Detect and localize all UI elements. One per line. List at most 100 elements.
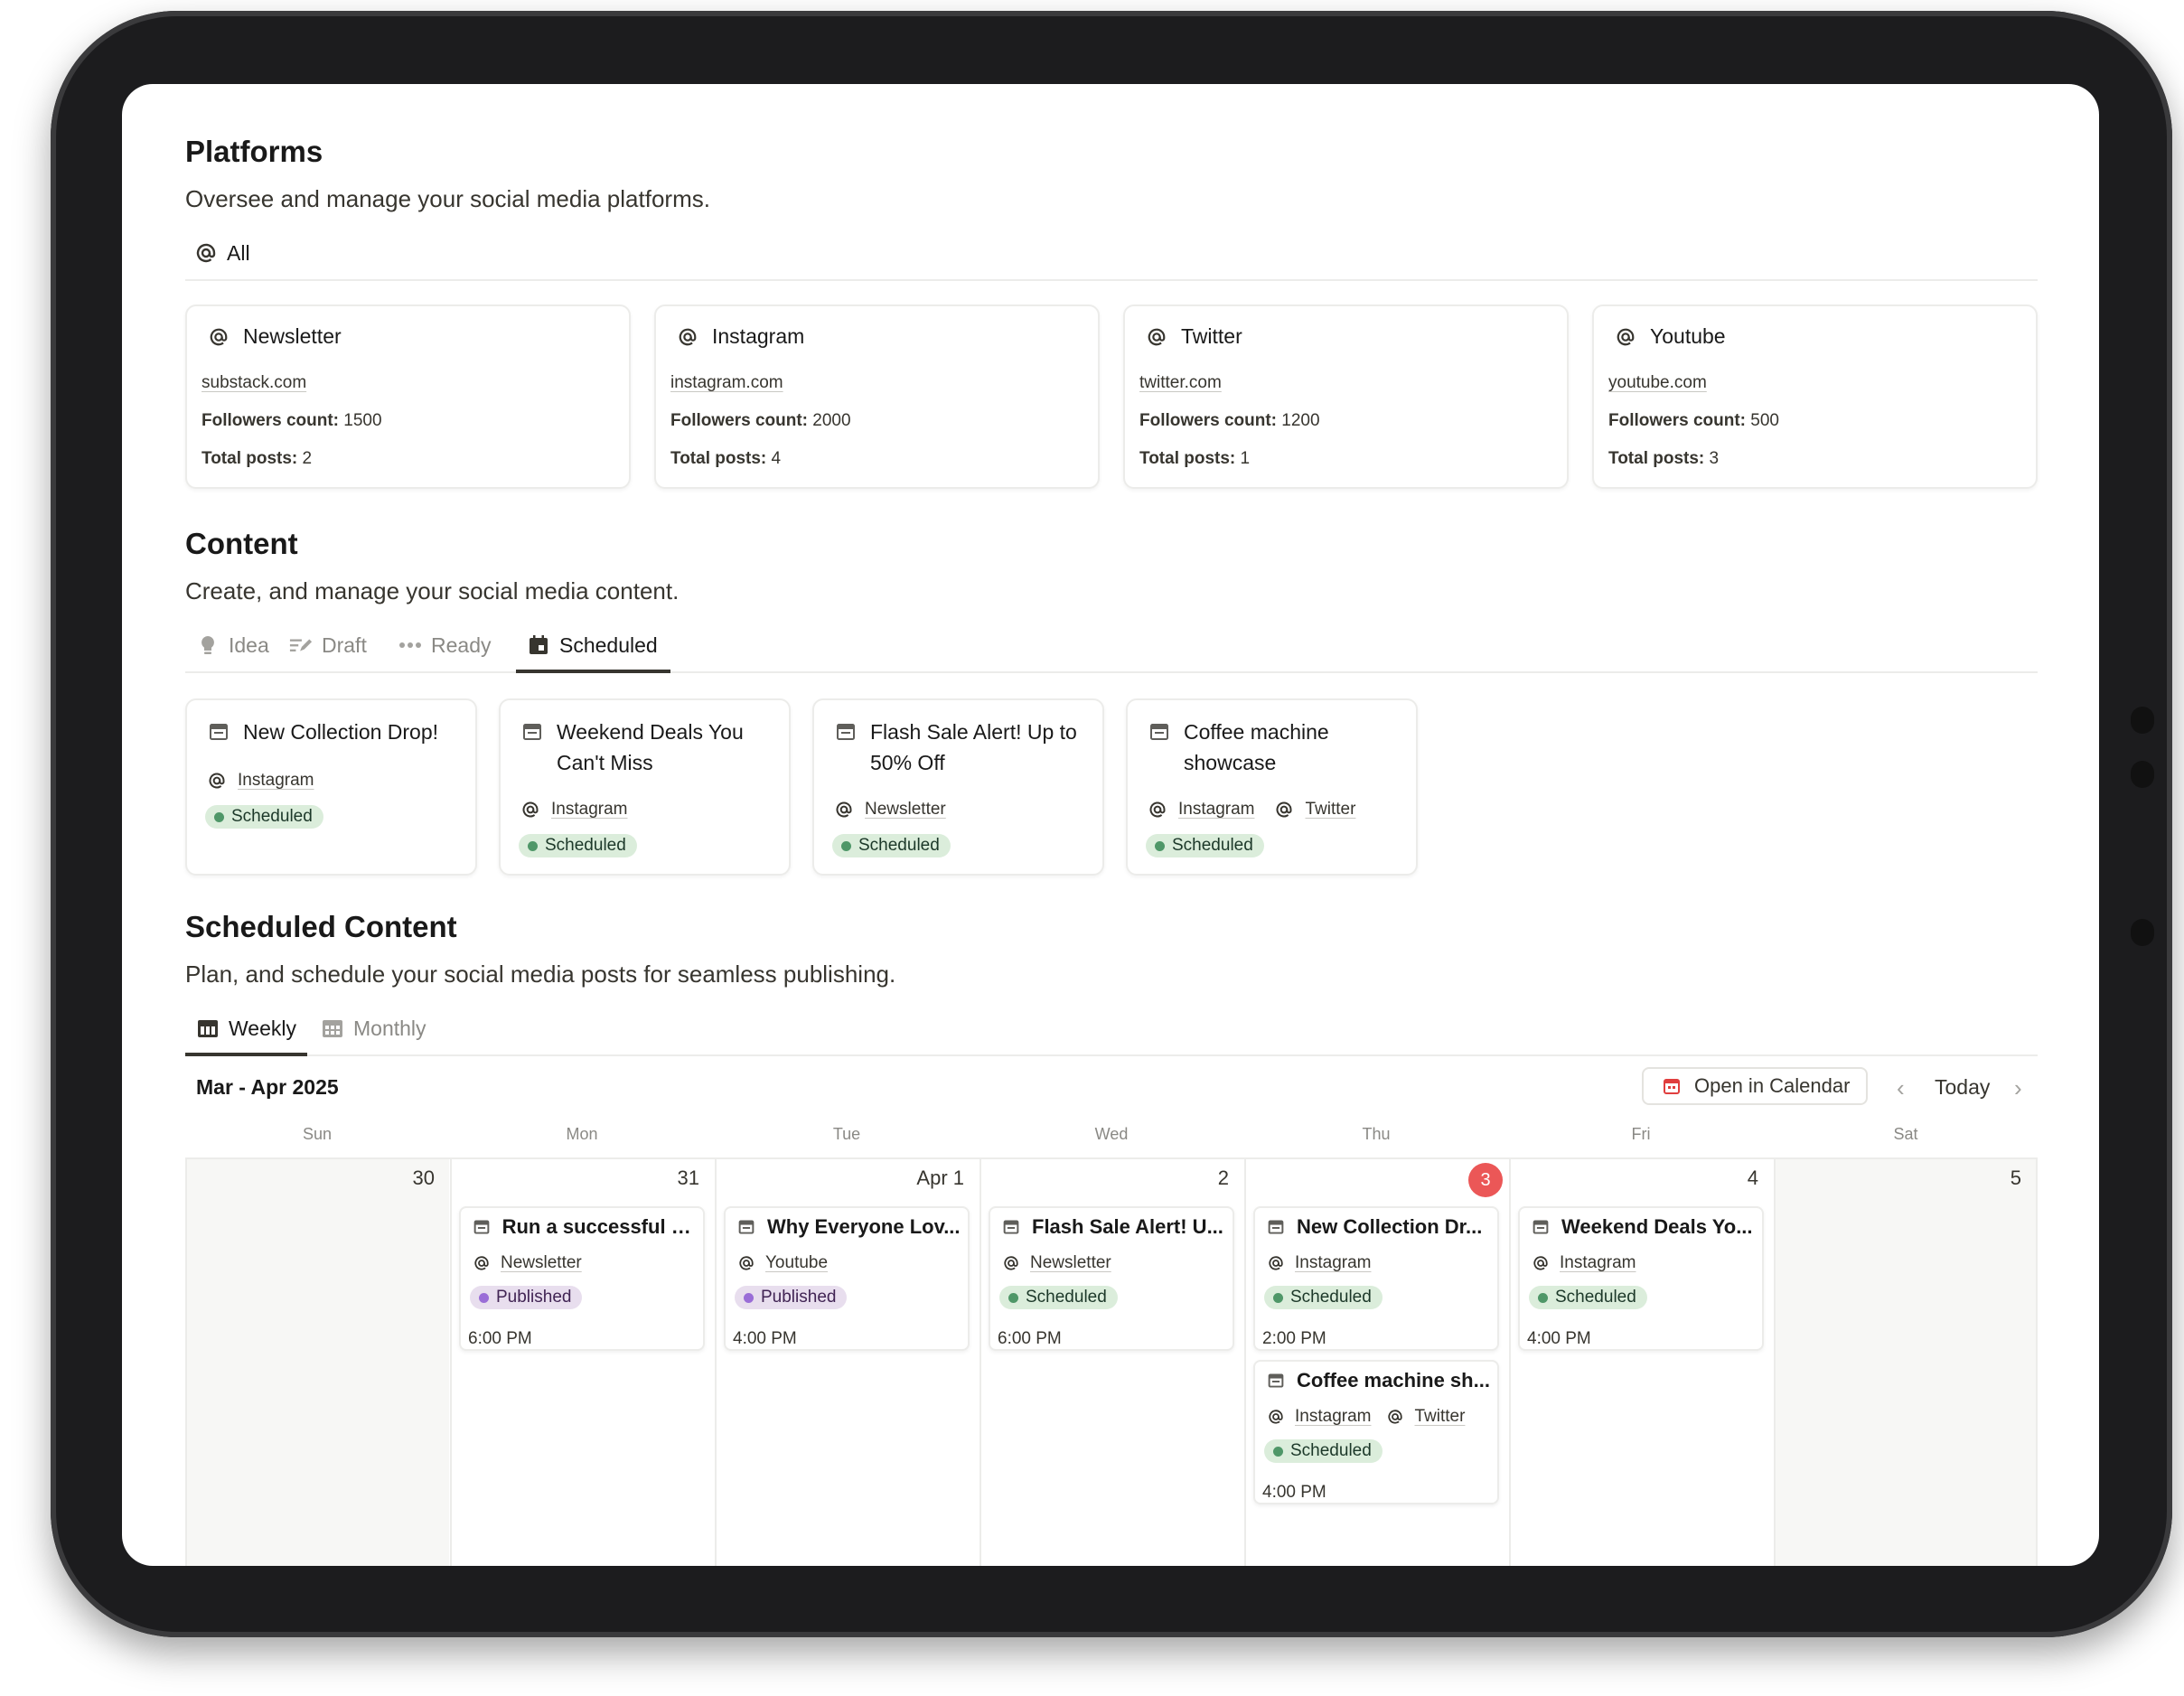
- status-label: Scheduled: [1555, 1288, 1636, 1307]
- status-row: Scheduled: [1146, 834, 1264, 857]
- tab-ready[interactable]: Ready: [398, 621, 491, 670]
- day-cell-sat[interactable]: 5: [1774, 1159, 2038, 1566]
- platform-url[interactable]: youtube.com: [1608, 373, 1707, 392]
- tab-idea[interactable]: Idea: [196, 621, 269, 670]
- status-badge: Scheduled: [205, 805, 323, 829]
- tab-scheduled[interactable]: Scheduled: [516, 621, 670, 673]
- platform-name: Instagram: [1178, 800, 1255, 819]
- day-number: 5: [2010, 1167, 2021, 1189]
- day-cell-mon[interactable]: 31 Run a successful e... Newsletter Publ…: [450, 1159, 714, 1566]
- status-label: Scheduled: [1026, 1288, 1107, 1307]
- weekday-label: Sat: [1893, 1125, 1918, 1143]
- platform-tag[interactable]: Instagram Twitter: [1146, 798, 1355, 821]
- platform-name: Newsletter: [501, 1253, 582, 1272]
- tab-draft-label: Draft: [322, 632, 367, 657]
- day-number: 31: [677, 1167, 699, 1189]
- lightbulb-icon: [196, 633, 220, 657]
- followers-count: Followers count: 500: [1608, 411, 1779, 430]
- status-badge: Published: [735, 1286, 848, 1309]
- platform-tag[interactable]: Youtube: [735, 1251, 828, 1275]
- content-title-line: Flash Sale Alert! Up to: [870, 720, 1077, 744]
- schedule-title: Scheduled Content: [185, 910, 457, 943]
- tab-idea-label: Idea: [229, 632, 269, 657]
- content-title-line: Can't Miss: [557, 751, 653, 774]
- platform-card-instagram[interactable]: Instagram instagram.com Followers count:…: [654, 305, 1100, 489]
- at-icon: [735, 1251, 758, 1275]
- day-number: Apr 1: [916, 1167, 964, 1189]
- open-in-calendar-button[interactable]: Open in Calendar: [1642, 1067, 1869, 1105]
- status-label: Scheduled: [1290, 1441, 1372, 1460]
- status-label: Scheduled: [545, 836, 626, 855]
- at-icon: [194, 241, 218, 265]
- platforms-title: Platforms: [185, 135, 323, 168]
- content-card[interactable]: New Collection Drop! Instagram Scheduled: [185, 698, 477, 876]
- status-badge: Scheduled: [1264, 1439, 1383, 1463]
- content-card[interactable]: Weekend Deals You Can't Miss Instagram Sc…: [499, 698, 791, 876]
- tab-all[interactable]: All: [194, 229, 250, 277]
- platform-tag[interactable]: Newsletter: [999, 1251, 1111, 1275]
- event-title: Flash Sale Alert! U...: [1032, 1215, 1223, 1238]
- day-cell-fri[interactable]: 4 Weekend Deals Yo... Instagram Schedule…: [1509, 1159, 1773, 1566]
- day-cell-thu[interactable]: 3 New Collection Dr... Instagram Schedul…: [1244, 1159, 1508, 1566]
- status-badge: Scheduled: [1529, 1286, 1647, 1309]
- platform-card-newsletter[interactable]: Newsletter substack.com Followers count:…: [185, 305, 631, 489]
- day-cell-wed[interactable]: 2 Flash Sale Alert! U... Newsletter Sche…: [980, 1159, 1243, 1566]
- calendar-event[interactable]: Flash Sale Alert! U... Newsletter Schedu…: [989, 1206, 1234, 1351]
- weekday-label: Fri: [1631, 1125, 1651, 1143]
- status-row: Published: [470, 1286, 583, 1309]
- week-grid: 30 31 Run a successful e... Newsletter P…: [185, 1157, 2038, 1566]
- tab-monthly[interactable]: Monthly: [321, 1004, 426, 1053]
- chevron-left-icon[interactable]: ‹: [1897, 1074, 1905, 1101]
- calendar-event[interactable]: New Collection Dr... Instagram Scheduled…: [1253, 1206, 1499, 1351]
- calendar-event[interactable]: Why Everyone Lov... Youtube Published 4:…: [724, 1206, 970, 1351]
- platform-name: Twitter: [1181, 324, 1242, 348]
- content-tabs: Idea Draft Ready Scheduled: [185, 621, 2038, 673]
- platform-url[interactable]: substack.com: [202, 373, 307, 392]
- at-icon: [676, 325, 699, 349]
- platform-tag[interactable]: Instagram: [205, 769, 314, 792]
- status-row: Scheduled: [1264, 1439, 1383, 1463]
- platform-tag[interactable]: Instagram: [1264, 1251, 1371, 1275]
- calendar-event[interactable]: Coffee machine sh... Instagram Twitter S…: [1253, 1360, 1499, 1504]
- platform-name: Twitter: [1414, 1407, 1466, 1426]
- content-card[interactable]: Coffee machine showcase Instagram Twitter…: [1126, 698, 1418, 876]
- status-label: Scheduled: [1290, 1288, 1372, 1307]
- platform-tag[interactable]: Newsletter: [470, 1251, 582, 1275]
- day-cell-tue[interactable]: Apr 1 Why Everyone Lov... Youtube Publis…: [715, 1159, 979, 1566]
- day-number: 4: [1747, 1167, 1758, 1189]
- at-icon: [207, 325, 230, 349]
- tab-weekly[interactable]: Weekly: [185, 1004, 307, 1056]
- weekday-label: Thu: [1362, 1125, 1391, 1143]
- event-time: 4:00 PM: [1262, 1483, 1326, 1502]
- platform-name: Youtube: [765, 1253, 829, 1272]
- platform-name: Twitter: [1305, 800, 1356, 819]
- schedule-tabs: Weekly Monthly: [185, 1004, 2038, 1056]
- calendar-event[interactable]: Run a successful e... Newsletter Publish…: [459, 1206, 705, 1351]
- content-card[interactable]: Flash Sale Alert! Up to 50% Off Newslette…: [812, 698, 1104, 876]
- content-title-line: New Collection Drop!: [243, 720, 439, 744]
- event-title: Coffee machine sh...: [1297, 1369, 1490, 1391]
- calendar-event[interactable]: Weekend Deals Yo... Instagram Scheduled …: [1518, 1206, 1764, 1351]
- platform-tag[interactable]: Newsletter: [832, 798, 946, 821]
- tab-draft[interactable]: Draft: [289, 621, 367, 670]
- schedule-description: Plan, and schedule your social media pos…: [185, 960, 896, 988]
- platform-url[interactable]: instagram.com: [670, 373, 783, 392]
- page-icon: [207, 720, 230, 744]
- platform-card-twitter[interactable]: Twitter twitter.com Followers count: 120…: [1123, 305, 1569, 489]
- platform-tag[interactable]: Instagram Twitter: [1264, 1405, 1465, 1429]
- platform-tag[interactable]: Instagram: [1529, 1251, 1636, 1275]
- content-description: Create, and manage your social media con…: [185, 577, 680, 604]
- tab-monthly-label: Monthly: [353, 1016, 426, 1040]
- status-label: Scheduled: [858, 836, 940, 855]
- platform-card-youtube[interactable]: Youtube youtube.com Followers count: 500…: [1592, 305, 2038, 489]
- platform-url[interactable]: twitter.com: [1139, 373, 1222, 392]
- chevron-right-icon[interactable]: ›: [2014, 1074, 2022, 1101]
- day-cell-sun[interactable]: 30: [185, 1159, 449, 1566]
- platform-name: Newsletter: [865, 800, 946, 819]
- today-button[interactable]: Today: [1935, 1075, 1991, 1099]
- platform-tag[interactable]: Instagram: [519, 798, 627, 821]
- at-icon: [1145, 325, 1168, 349]
- platform-name: Instagram: [712, 324, 805, 348]
- page-icon: [520, 720, 544, 744]
- total-posts: Total posts: 1: [1139, 449, 1251, 468]
